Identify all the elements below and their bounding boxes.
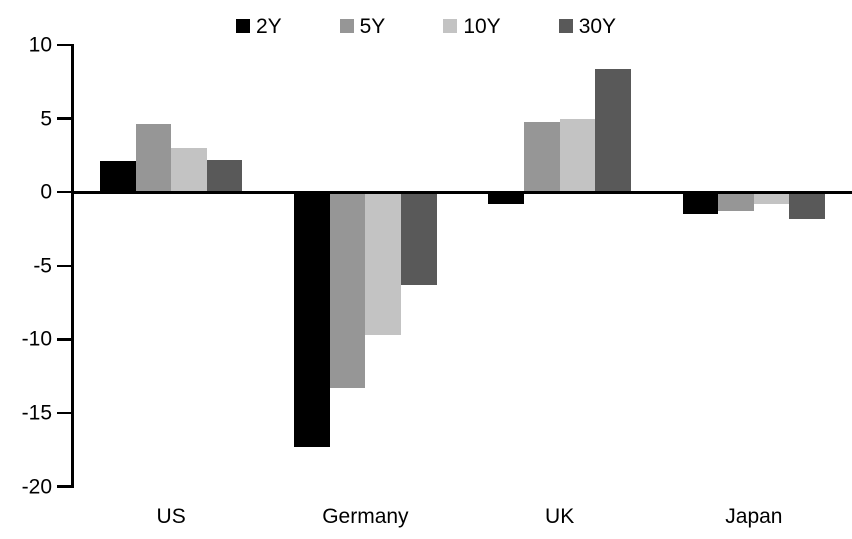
y-tick-label: -10 xyxy=(21,327,52,351)
y-tick-mark xyxy=(57,411,71,415)
legend-label: 30Y xyxy=(578,14,617,38)
bar-uk-10y xyxy=(559,118,596,193)
y-tick-mark xyxy=(57,485,71,488)
legend-item-30y: 30Y xyxy=(558,14,617,38)
bar-germany-5y xyxy=(329,192,366,388)
legend-item-10y: 10Y xyxy=(443,14,501,38)
bar-germany-2y xyxy=(294,192,330,447)
zero-axis-line xyxy=(71,190,852,194)
y-tick-label: 10 xyxy=(28,33,52,57)
y-tick-label: -5 xyxy=(33,254,52,278)
chart-legend: 2Y 5Y 10Y 30Y xyxy=(0,11,852,41)
legend-swatch-icon xyxy=(558,19,573,33)
legend-swatch-icon xyxy=(339,19,354,33)
legend-item-2y: 2Y xyxy=(235,14,282,38)
y-tick-label: -15 xyxy=(21,401,52,425)
bar-japan-5y xyxy=(718,192,754,212)
x-category-label: Japan xyxy=(725,505,783,528)
legend-swatch-icon xyxy=(443,19,458,33)
bar-japan-30y xyxy=(789,192,826,219)
bar-us-10y xyxy=(171,148,207,193)
bar-uk-30y xyxy=(595,68,631,193)
bar-germany-30y xyxy=(400,192,437,285)
x-category-label: Germany xyxy=(322,505,409,528)
y-axis-line xyxy=(71,44,74,488)
legend-item-5y: 5Y xyxy=(339,14,386,38)
y-tick-mark xyxy=(57,264,71,268)
bar-us-5y xyxy=(135,124,172,193)
bar-japan-2y xyxy=(682,192,719,215)
legend-swatch-icon xyxy=(235,19,250,33)
bar-uk-5y xyxy=(524,121,560,193)
legend-label: 5Y xyxy=(359,14,386,38)
y-tick-label: -20 xyxy=(21,475,52,499)
bar-uk-2y xyxy=(488,192,525,204)
bar-germany-10y xyxy=(365,192,401,335)
bar-us-2y xyxy=(99,161,136,193)
y-tick-mark xyxy=(57,190,71,194)
y-tick-label: 0 xyxy=(40,180,52,204)
y-tick-mark xyxy=(57,117,71,120)
x-category-label: UK xyxy=(545,505,575,528)
y-tick-mark xyxy=(57,43,71,47)
bar-us-30y xyxy=(206,159,243,193)
legend-label: 2Y xyxy=(255,14,282,38)
y-tick-mark xyxy=(57,338,71,341)
legend-label: 10Y xyxy=(463,14,501,38)
y-tick-label: 5 xyxy=(40,107,52,131)
x-category-label: US xyxy=(156,505,186,528)
bar-japan-10y xyxy=(753,192,790,204)
